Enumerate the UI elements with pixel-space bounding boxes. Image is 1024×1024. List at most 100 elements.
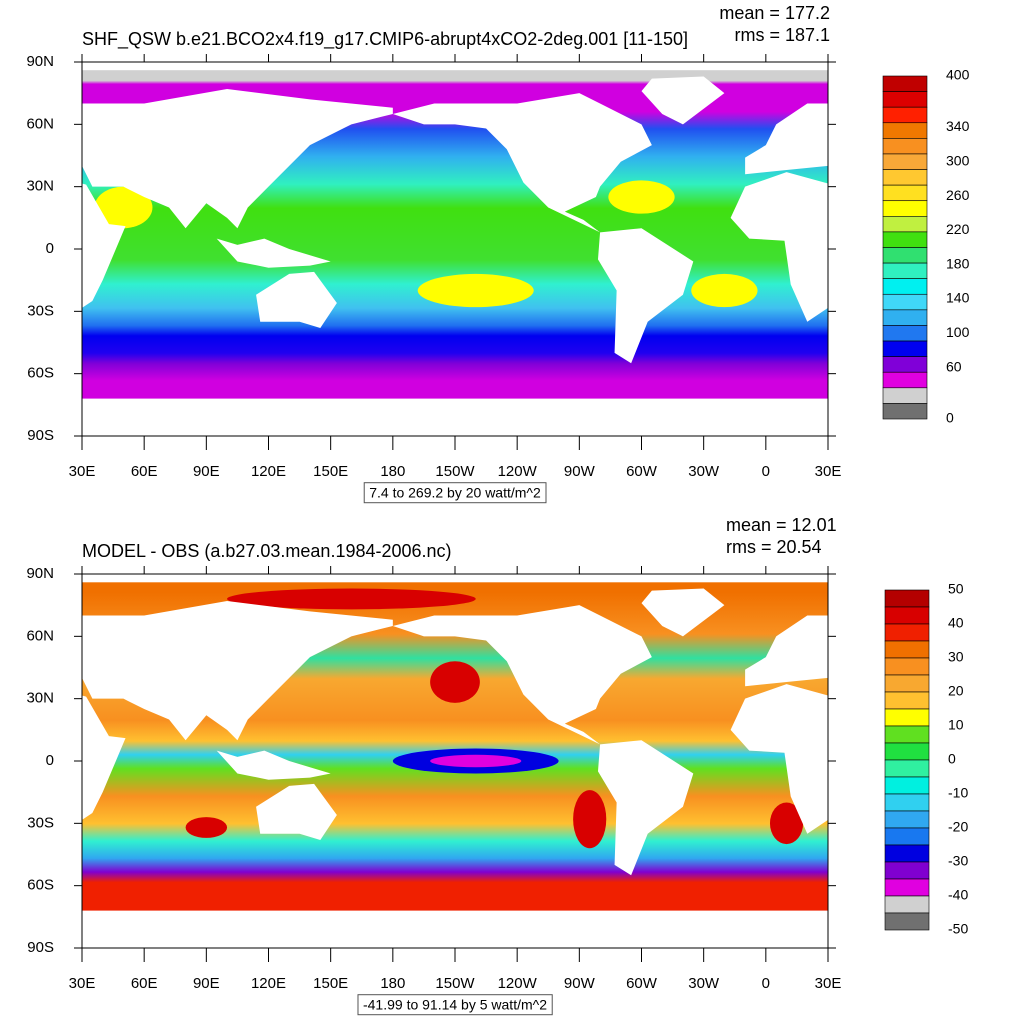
land xyxy=(745,103,828,175)
field-anomaly xyxy=(769,802,804,845)
field-anomaly xyxy=(608,180,675,214)
x-tick-label: 150W xyxy=(435,975,475,992)
colorbar-box xyxy=(882,122,928,139)
rms-label: rms = 20.54 xyxy=(726,537,822,557)
colorbar-label: 60 xyxy=(946,358,962,374)
colorbar-box xyxy=(882,325,928,342)
colorbar-label: -40 xyxy=(948,887,968,903)
y-tick-label: 90N xyxy=(26,53,54,70)
field-anomaly xyxy=(227,588,476,610)
colorbar-box xyxy=(884,810,930,829)
colorbar-label: 0 xyxy=(948,751,956,767)
land xyxy=(1002,272,1024,328)
x-tick-label: 150E xyxy=(313,463,348,480)
info-box xyxy=(363,482,547,504)
panel-title: MODEL - OBS (a.b27.03.mean.1984-2006.nc) xyxy=(82,541,452,561)
colorbar-label: -20 xyxy=(948,819,968,835)
y-tick-label: 90N xyxy=(26,565,54,582)
y-tick-label: 30N xyxy=(26,178,54,195)
colorbar-label: 260 xyxy=(946,187,970,203)
colorbar-box xyxy=(884,759,930,778)
x-tick-label: 30E xyxy=(69,463,96,480)
colorbar-label: 400 xyxy=(946,67,970,83)
field-anomaly xyxy=(691,273,758,308)
land xyxy=(216,750,331,780)
mean-label: mean = 12.01 xyxy=(726,515,837,535)
info-box xyxy=(357,994,553,1016)
land xyxy=(82,183,126,308)
colorbar-box xyxy=(882,231,928,248)
land xyxy=(256,271,337,328)
colorbar-label: 300 xyxy=(946,152,970,168)
colorbar-box xyxy=(884,657,930,676)
y-tick-label: 0 xyxy=(46,752,54,769)
x-tick-label: 60W xyxy=(626,975,658,992)
colorbar-box xyxy=(882,247,928,264)
colorbar-box xyxy=(882,387,928,404)
y-tick-label: 0 xyxy=(46,240,54,257)
x-tick-label: 120E xyxy=(251,975,286,992)
land xyxy=(745,615,828,687)
field-anomaly xyxy=(973,589,1024,610)
x-tick-label: 180 xyxy=(380,975,405,992)
rms-label: rms = 187.1 xyxy=(734,25,830,45)
land xyxy=(597,740,694,876)
colorbar-box xyxy=(884,742,930,761)
x-tick-label: 90E xyxy=(193,463,220,480)
colorbar-label: 220 xyxy=(946,221,970,237)
y-tick-label: 30S xyxy=(27,814,54,831)
land xyxy=(597,228,694,364)
field-anomaly xyxy=(417,273,534,308)
colorbar-box xyxy=(882,262,928,279)
colorbar-box xyxy=(882,200,928,217)
field-anomaly xyxy=(430,754,522,768)
colorbar-label: 100 xyxy=(946,324,970,340)
mean-label: mean = 177.2 xyxy=(719,3,830,23)
colorbar-box xyxy=(882,216,928,233)
colorbar-box xyxy=(882,340,928,357)
map xyxy=(82,582,1024,948)
antarctica xyxy=(82,910,828,948)
colorbar-box xyxy=(884,776,930,795)
x-tick-label: 150W xyxy=(435,463,475,480)
y-tick-label: 30N xyxy=(26,690,54,707)
colorbar-box xyxy=(884,640,930,659)
colorbar-box xyxy=(882,75,928,92)
colorbar-box xyxy=(882,278,928,295)
colorbar-box xyxy=(884,861,930,880)
colorbar-box xyxy=(884,725,930,744)
land xyxy=(82,89,393,229)
field-anomaly xyxy=(430,661,480,703)
colorbar-box xyxy=(884,912,930,931)
x-tick-label: 120W xyxy=(498,463,538,480)
x-tick-label: 30W xyxy=(688,975,720,992)
field-anomaly xyxy=(0,274,12,307)
land xyxy=(730,684,828,834)
colorbar-box xyxy=(882,153,928,170)
colorbar-box xyxy=(882,371,928,389)
x-tick-label: 180 xyxy=(380,463,405,480)
x-tick-label: 90W xyxy=(564,975,596,992)
x-tick-label: 90W xyxy=(564,463,596,480)
panel-title: SHF_QSW b.e21.BCO2x4.f19_g17.CMIP6-abrup… xyxy=(82,29,688,50)
colorbar-box xyxy=(884,844,930,863)
colorbar-box xyxy=(882,309,928,326)
colorbar-label: -50 xyxy=(948,921,968,937)
colorbar-box xyxy=(882,169,928,186)
land xyxy=(963,751,1024,780)
x-tick-label: 60W xyxy=(626,463,658,480)
colorbar-label: 140 xyxy=(946,290,970,306)
x-tick-label: 60E xyxy=(131,463,158,480)
x-tick-label: 0 xyxy=(762,975,770,992)
land xyxy=(82,601,393,741)
colorbar-label: 10 xyxy=(948,717,964,733)
colorbar-box xyxy=(884,691,930,710)
x-tick-label: 150E xyxy=(313,975,348,992)
y-tick-label: 60S xyxy=(27,877,54,894)
colorbar-label: 0 xyxy=(946,410,954,426)
colorbar-box xyxy=(884,793,930,812)
colorbar-box xyxy=(884,708,930,727)
colorbar-label: 50 xyxy=(948,581,964,597)
colorbar-box xyxy=(884,674,930,693)
colorbar-box xyxy=(882,138,928,155)
